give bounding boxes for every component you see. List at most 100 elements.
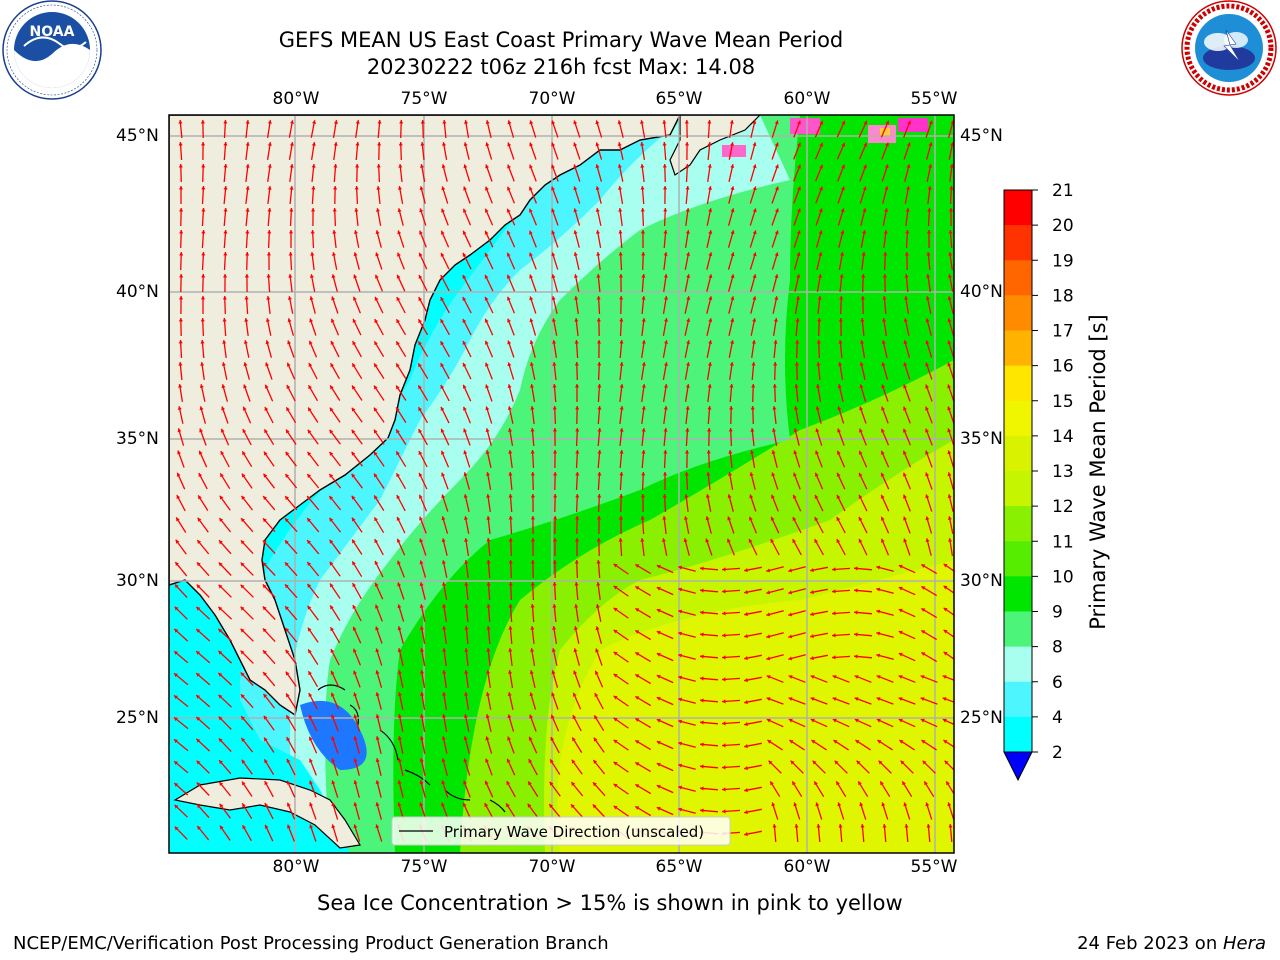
wave-arrow-head — [596, 560, 601, 564]
wave-arrow-head — [613, 607, 618, 612]
wave-arrow-head — [727, 494, 732, 499]
wave-arrow-head — [330, 385, 334, 390]
wave-arrow-head — [240, 650, 245, 655]
wave-arrow-head — [744, 832, 748, 837]
wave-arrow-head — [678, 587, 683, 592]
wave-arrow-head — [420, 164, 424, 168]
wave-arrow-head — [700, 632, 704, 637]
lat-label-right-30n: 30°N — [960, 571, 1003, 591]
wave-arrow-head — [635, 696, 640, 700]
wave-arrow-head — [722, 721, 726, 726]
wave-arrow-head — [810, 675, 815, 679]
wave-arrow-head — [508, 472, 513, 476]
wave-arrow-head — [947, 274, 952, 278]
wave-arrow-head — [859, 384, 864, 389]
lon-label-bottom-80w: 80°W — [272, 857, 320, 877]
wave-arrow-head — [771, 494, 775, 499]
wave-arrow-head — [331, 274, 336, 279]
wave-arrow-head — [858, 538, 863, 543]
wave-arrow-head — [550, 737, 555, 741]
wave-arrow-head — [352, 341, 357, 346]
footer-date: 24 Feb 2023 on Hera — [1077, 933, 1266, 954]
wave-arrow-head — [331, 296, 336, 301]
wave-arrow-head — [686, 362, 690, 366]
wave-arrow-head — [174, 651, 179, 655]
wave-arrow-head — [750, 406, 755, 410]
wave-arrow-head — [728, 428, 733, 432]
wave-arrow-head — [722, 611, 726, 616]
wave-arrow-head — [243, 362, 248, 367]
wave-arrow-head — [903, 538, 908, 543]
wave-arrow-head — [792, 781, 796, 786]
wave-arrow-head — [902, 781, 906, 786]
wave-arrow-head — [441, 450, 445, 455]
lon-label-top-75w: 75°W — [400, 89, 448, 109]
lat-label-left-45n: 45°N — [116, 126, 159, 146]
wave-arrow-head — [551, 296, 556, 301]
wave-arrow-head — [485, 186, 489, 191]
wave-arrow-head — [707, 186, 712, 190]
wave-arrow-head — [925, 450, 929, 455]
wave-arrow-head — [397, 802, 402, 807]
wave-arrow-head — [593, 737, 598, 742]
wave-arrow-head — [772, 824, 777, 828]
wave-arrow-head — [352, 539, 356, 544]
wave-arrow-head — [818, 208, 823, 213]
wave-arrow-head — [683, 538, 688, 543]
wave-arrow-head — [722, 787, 726, 792]
wave-arrow-head — [832, 655, 836, 660]
wave-arrow-head — [876, 697, 881, 701]
wave-arrow-head — [396, 319, 400, 324]
wave-arrow-head — [551, 186, 555, 191]
wave-arrow-head — [837, 802, 842, 807]
wave-arrow-head — [707, 428, 712, 432]
wave-arrow-head — [179, 230, 184, 234]
wave-arrow-head — [529, 692, 534, 697]
wave-arrow-head — [618, 186, 623, 190]
wave-arrow-head — [196, 651, 201, 655]
wave-arrow-head — [663, 406, 668, 410]
wave-arrow-head — [507, 186, 511, 191]
wave-arrow-head — [664, 340, 668, 344]
wave-arrow-head — [286, 362, 291, 367]
wave-arrow-head — [859, 362, 864, 366]
wave-arrow-head — [663, 428, 668, 432]
wave-arrow-head — [860, 824, 865, 828]
wave-arrow-head — [594, 693, 599, 697]
wave-arrow-head — [903, 516, 907, 521]
wave-arrow-head — [708, 340, 713, 344]
wave-arrow-head — [594, 715, 598, 720]
wave-arrow-head — [375, 714, 380, 719]
wave-arrow-head — [903, 472, 907, 477]
wave-arrow-head — [722, 567, 726, 572]
wave-arrow-head — [174, 783, 179, 787]
wave-arrow-head — [352, 385, 356, 390]
wave-arrow-head — [285, 496, 289, 501]
wave-arrow-head — [814, 539, 819, 544]
wave-arrow-head — [793, 450, 798, 455]
wave-arrow-head — [527, 803, 532, 808]
wave-arrow-head — [595, 208, 600, 212]
wave-arrow-head — [814, 472, 819, 477]
wave-arrow-head — [797, 164, 801, 169]
wave-arrow-head — [751, 384, 756, 388]
wave-arrow-head — [484, 780, 489, 785]
wave-arrow-head — [287, 318, 292, 323]
wave-arrow-head — [374, 341, 378, 346]
wave-arrow-head — [462, 341, 467, 345]
wave-arrow-head — [462, 319, 467, 323]
wave-arrow-head — [485, 758, 489, 763]
wave-arrow-head — [819, 120, 824, 125]
colorbar-label: Primary Wave Mean Period [s] — [1086, 314, 1110, 630]
wave-arrow-head — [219, 782, 224, 786]
wave-arrow-head — [635, 762, 640, 766]
wave-arrow-head — [767, 740, 772, 744]
wave-arrow-head — [396, 385, 400, 390]
wave-arrow-head — [375, 274, 379, 279]
wave-arrow-head — [882, 318, 887, 322]
wave-arrow-head — [815, 406, 820, 411]
wave-arrow-head — [744, 612, 748, 617]
wave-arrow-head — [333, 164, 338, 168]
wave-arrow-head — [463, 494, 468, 498]
wave-arrow-head — [575, 516, 580, 520]
